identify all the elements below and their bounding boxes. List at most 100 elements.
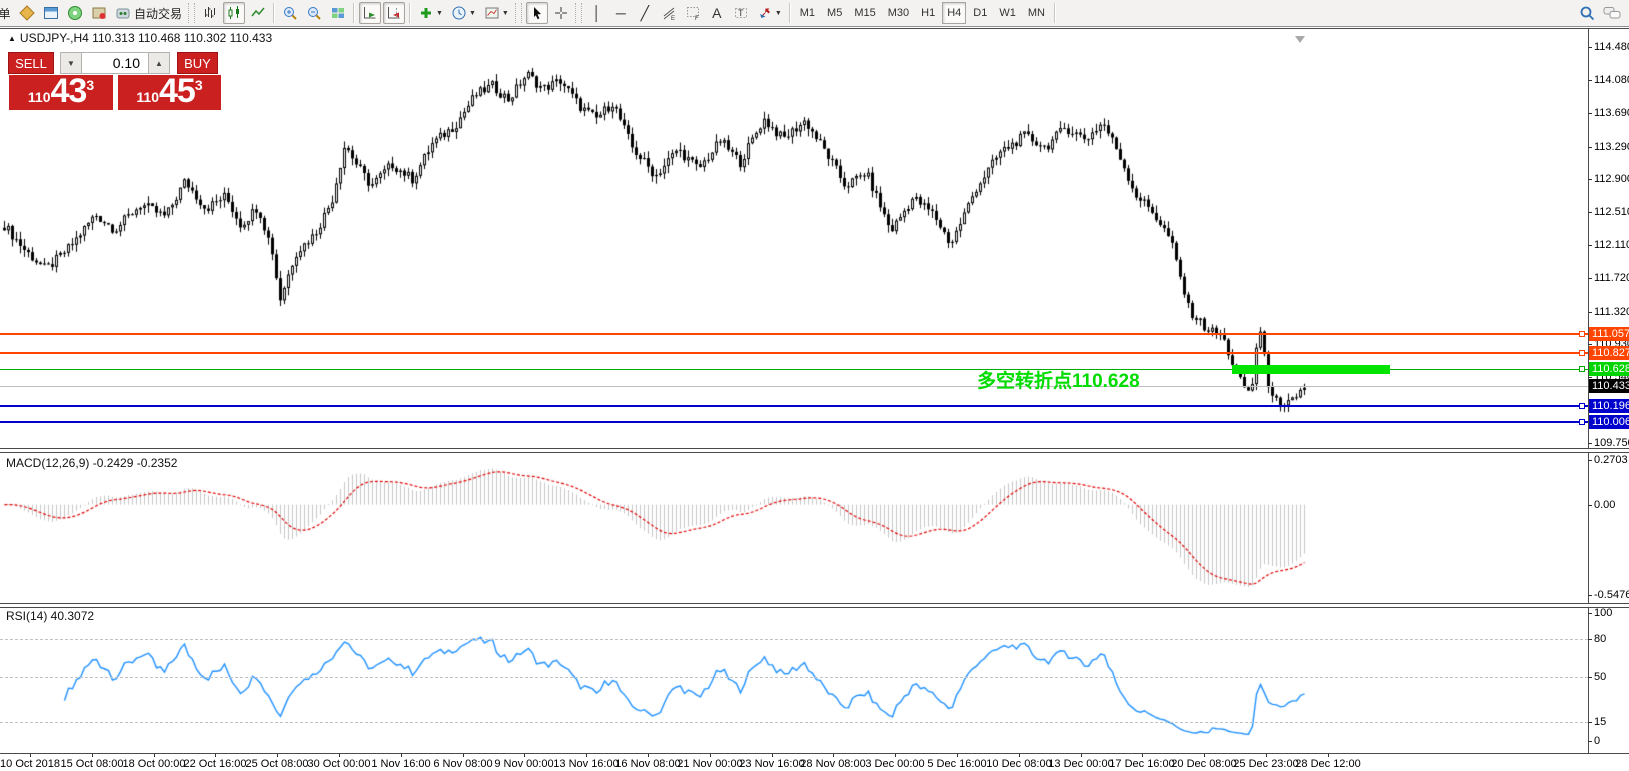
macd-scale--0.5476-tick (1588, 595, 1592, 596)
horizontal-line-button[interactable]: ─ (610, 2, 632, 24)
candlestick-button[interactable] (223, 2, 246, 24)
chart-shift-marker[interactable] (1295, 36, 1305, 43)
current-price-line[interactable] (0, 386, 1588, 387)
horizontal-line-110.006[interactable] (0, 421, 1588, 423)
line-handle-110.006[interactable] (1579, 419, 1585, 425)
tile-windows-button[interactable] (327, 2, 349, 24)
line-handle-110.827[interactable] (1579, 350, 1585, 356)
indicators-button-dropdown-caret[interactable]: ▼ (436, 9, 443, 17)
data-window-button[interactable] (40, 2, 62, 24)
terminal-button[interactable] (88, 2, 110, 24)
toolbar-separator (788, 3, 791, 23)
line-handle-111.057[interactable] (1579, 331, 1585, 337)
time-axis-label: 23 Nov 16:00 (739, 758, 805, 770)
volume-down-button[interactable]: ▼ (60, 52, 82, 74)
green-zone-rectangle[interactable] (1232, 365, 1390, 374)
channel-icon: E (661, 5, 677, 21)
volume-input[interactable]: 0.10 (82, 52, 148, 74)
new-order-button[interactable]: 单 (0, 2, 14, 24)
horizontal-line-110.196[interactable] (0, 405, 1588, 407)
auto-scroll-button[interactable] (359, 2, 382, 24)
terminal-icon (91, 5, 107, 21)
chart-shift-button[interactable] (383, 2, 406, 24)
macd-rsi-splitter[interactable] (0, 603, 1629, 608)
horizontal-line-110.628[interactable] (0, 369, 1588, 370)
trendline-button[interactable]: ╱ (634, 2, 656, 24)
arrows-button-dropdown-caret[interactable]: ▼ (774, 9, 782, 17)
price-axis-label-111.720-tick (1588, 278, 1592, 279)
timeframe-h4-button[interactable]: H4 (942, 2, 967, 24)
timeframe-m1-button[interactable]: M1 (799, 7, 816, 19)
price-axis-label-112.510-tick (1588, 212, 1592, 213)
price-axis-label-114.480: 114.480 (1594, 41, 1629, 53)
collapse-arrow-icon[interactable]: ▲ (8, 34, 16, 43)
arrows-button[interactable]: ▼ (754, 2, 785, 24)
rsi-scale-80: 80 (1594, 633, 1607, 645)
equidistant-channel-button[interactable]: E (658, 2, 680, 24)
buy-price-button[interactable]: 110 45 3 (118, 72, 221, 110)
chat-button[interactable] (1600, 2, 1628, 24)
macd-scale--0.5476: -0.5476 (1594, 589, 1629, 601)
market-watch-button[interactable] (16, 2, 38, 24)
sell-price-button[interactable]: 110 43 3 (9, 74, 113, 110)
chart-canvas[interactable] (0, 28, 1629, 771)
timeframe-h1-button[interactable]: H1 (921, 7, 936, 19)
text-button[interactable]: A (706, 2, 728, 24)
main-toolbar: 单 自动交易 ▼ ▼ ▼ │ ─ ╱ E F A T ▼ M1 M5 M15 M30 H1 H4 D1 W1 MN (0, 0, 1629, 27)
svg-text:T: T (738, 8, 744, 18)
autotrading-icon (115, 5, 131, 21)
zoom-out-button[interactable] (303, 2, 325, 24)
autotrading-button[interactable]: 自动交易 (112, 2, 185, 24)
main-macd-splitter[interactable] (0, 448, 1629, 453)
timeframe-m5-button[interactable]: M5 (827, 7, 843, 19)
search-icon (1579, 5, 1595, 21)
text-label-button[interactable]: T (730, 2, 752, 24)
time-tick (833, 754, 834, 757)
volume-up-button[interactable]: ▲ (148, 52, 170, 74)
templates-button-dropdown-caret[interactable]: ▼ (501, 9, 509, 17)
navigator-button[interactable] (64, 2, 86, 24)
rsi-level-line-50 (0, 677, 1588, 678)
periods-button-dropdown-caret[interactable]: ▼ (468, 9, 476, 17)
time-tick (215, 754, 216, 757)
time-tick (1328, 754, 1329, 757)
zoom-in-button[interactable] (279, 2, 301, 24)
toolbar-separator (273, 3, 276, 23)
navigator-icon (67, 5, 83, 21)
vertical-line-button[interactable]: │ (586, 2, 608, 24)
macd-scale-0.2703: 0.2703 (1594, 454, 1628, 466)
search-button[interactable] (1576, 2, 1598, 24)
horizontal-line-110.827[interactable] (0, 352, 1588, 354)
line-chart-button[interactable] (247, 2, 269, 24)
buy-button[interactable]: BUY (177, 52, 218, 74)
buy-price-big: 45 (158, 72, 196, 110)
fibonacci-button[interactable]: F (682, 2, 704, 24)
price-axis-label-113.690: 113.690 (1594, 107, 1629, 119)
price-line-badge-110.827: 110.827 (1589, 346, 1629, 360)
price-line-badge-110.006: 110.006 (1589, 415, 1629, 429)
toolbar-grip (574, 3, 582, 23)
templates-button[interactable]: ▼ (481, 2, 512, 24)
periods-button[interactable]: ▼ (448, 2, 479, 24)
price-line-badge-110.196: 110.196 (1589, 399, 1629, 413)
line-handle-110.628[interactable] (1579, 366, 1585, 372)
bar-chart-button[interactable] (199, 2, 221, 24)
timeframe-w1-button[interactable]: W1 (999, 7, 1016, 19)
timeframe-mn-button[interactable]: MN (1027, 7, 1045, 19)
line-handle-110.196[interactable] (1579, 403, 1585, 409)
turning-point-annotation[interactable]: 多空转折点110.628 (977, 371, 1140, 392)
cursor-button[interactable] (525, 2, 548, 24)
time-tick (895, 754, 896, 757)
one-click-trading-panel: SELL ▼ 0.10 ▲ BUY 110 43 3 110 45 3 (8, 50, 221, 138)
timeframe-m30-button[interactable]: M30 (887, 7, 910, 19)
time-tick (154, 754, 155, 757)
arrows-icon (757, 5, 773, 21)
crosshair-button[interactable] (550, 2, 572, 24)
timeframe-d1-button[interactable]: D1 (973, 7, 988, 19)
sell-button[interactable]: SELL (8, 52, 54, 74)
horizontal-line-111.057[interactable] (0, 333, 1588, 335)
timeframe-m15-button[interactable]: M15 (854, 7, 876, 19)
indicators-button[interactable]: ▼ (415, 2, 446, 24)
indicators-icon (418, 5, 434, 21)
rsi-scale-0: 0 (1594, 735, 1601, 747)
